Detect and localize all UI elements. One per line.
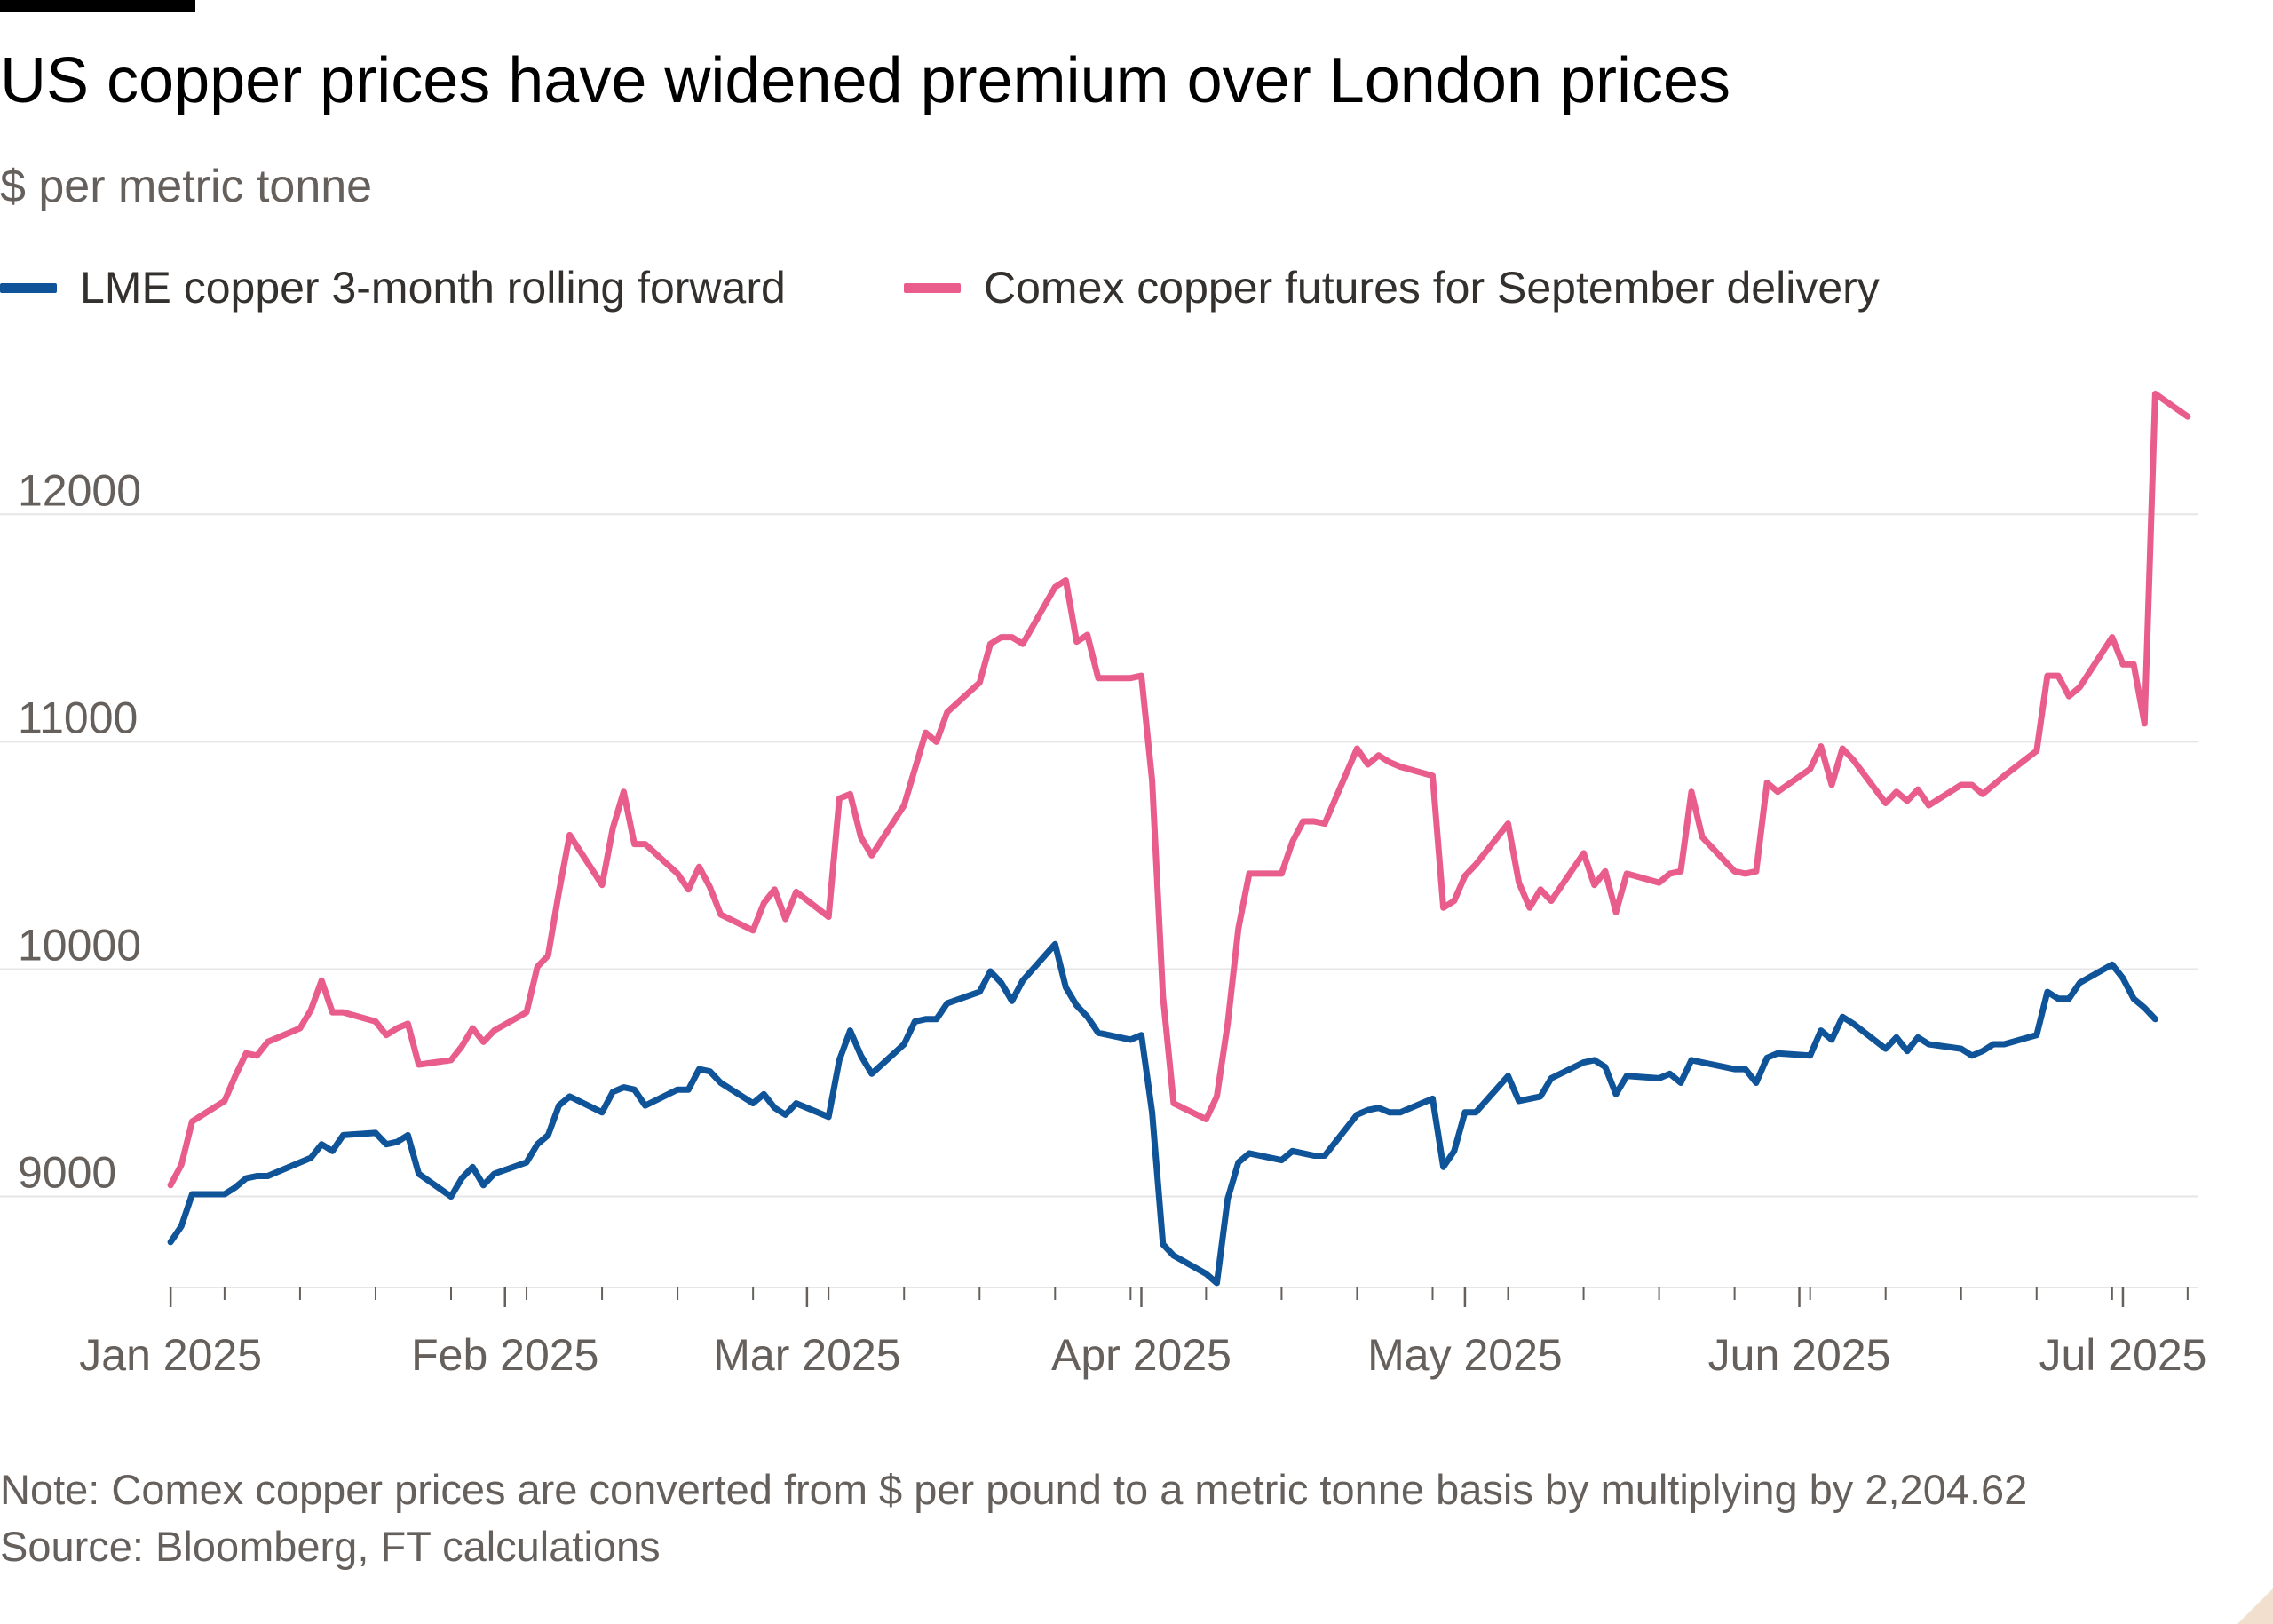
x-axis — [169, 1287, 2198, 1307]
legend-label-comex: Comex copper futures for September deliv… — [984, 263, 1880, 313]
y-tick-label-11000: 11000 — [18, 693, 138, 742]
footer-note: Note: Comex copper prices are converted … — [0, 1466, 2028, 1513]
x-tick-label-3: Apr 2025 — [1051, 1330, 1232, 1380]
legend: LME copper 3-month rolling forward Comex… — [0, 259, 2273, 316]
chart-title: US copper prices have widened premium ov… — [0, 45, 1731, 116]
legend-swatch-lme — [0, 282, 57, 293]
x-axis-labels: Jan 2025 Feb 2025 Mar 2025 Apr 2025 May 2025… — [79, 1330, 2206, 1380]
legend-label-lme: LME copper 3-month rolling forward — [80, 263, 786, 313]
legend-item-comex: Comex copper futures for September deliv… — [904, 259, 1880, 316]
x-tick-label-2: Mar 2025 — [713, 1330, 900, 1380]
line-chart: 9000 10000 11000 12000 Jan 2025 Feb 2025 Mar … — [0, 391, 2206, 1380]
y-tick-label-10000: 10000 — [18, 920, 141, 970]
footer-source: Source: Bloomberg, FT calculations — [0, 1523, 661, 1570]
y-axis-labels: 9000 10000 11000 12000 — [18, 465, 141, 1197]
x-tick-label-0: Jan 2025 — [79, 1330, 262, 1380]
x-tick-label-5: Jun 2025 — [1708, 1330, 1891, 1380]
x-tick-label-4: May 2025 — [1367, 1330, 1563, 1380]
brand-bar — [0, 0, 195, 12]
grid-lines — [0, 513, 2198, 1198]
chart-footer: Note: Comex copper prices are converted … — [0, 1462, 2027, 1575]
x-tick-label-6: Jul 2025 — [2039, 1330, 2206, 1380]
series-line-lme — [167, 940, 2158, 1287]
y-tick-label-12000: 12000 — [18, 465, 141, 515]
corner-fold — [2237, 1588, 2273, 1624]
legend-item-lme: LME copper 3-month rolling forward — [0, 259, 786, 316]
legend-swatch-comex — [904, 282, 961, 293]
series-line-comex — [167, 391, 2191, 1189]
y-tick-label-9000: 9000 — [18, 1148, 116, 1198]
x-tick-label-1: Feb 2025 — [411, 1330, 598, 1380]
series-lines — [167, 391, 2191, 1287]
chart-subtitle: $ per metric tonne — [0, 161, 373, 212]
